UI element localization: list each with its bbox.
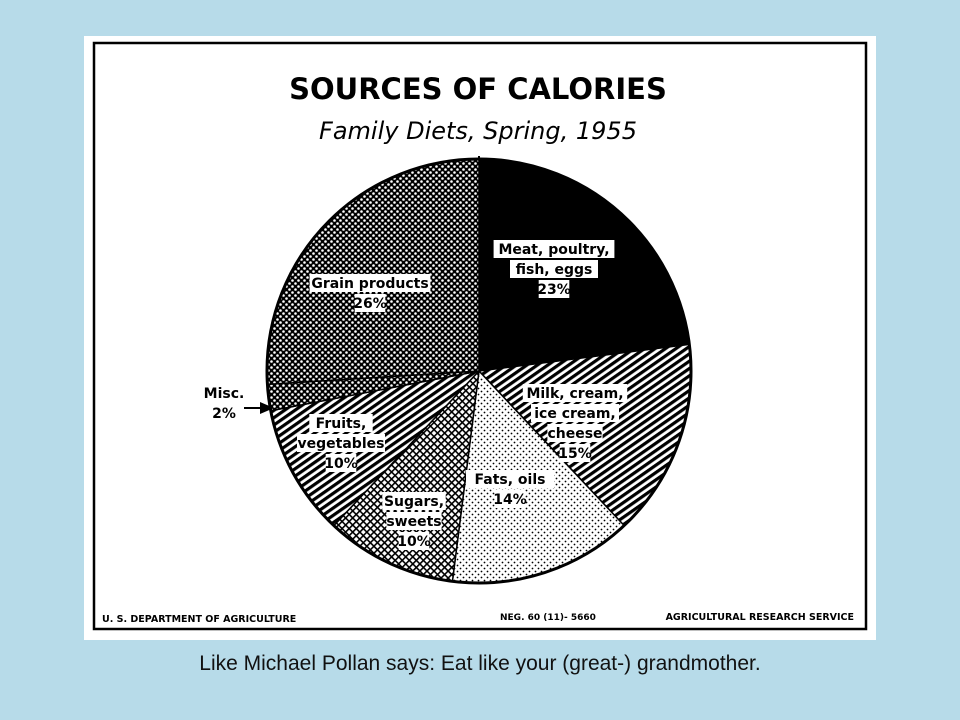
label-background	[493, 240, 615, 258]
slice-labels: Meat, poultry, fish, eggs 23% Milk, cream, i…	[204, 240, 628, 550]
chart-title: SOURCES OF CALORIES	[289, 72, 667, 106]
slice-category-label: Fats, oils	[475, 472, 546, 488]
pie-outline	[265, 157, 693, 585]
label-background	[538, 280, 570, 298]
slice-percent-label: 15%	[558, 446, 592, 462]
label-background	[325, 454, 357, 472]
slice-category-label: Milk, cream,	[526, 386, 623, 402]
label-background	[354, 294, 386, 312]
label-background	[297, 434, 385, 452]
chart-figure: SOURCES OF CALORIES Family Diets, Spring…	[84, 36, 876, 640]
chart-subtitle: Family Diets, Spring, 1955	[319, 117, 637, 145]
slice-percent-label: 2%	[212, 406, 236, 422]
label-background	[309, 274, 431, 292]
slice-category-label: sweets	[386, 514, 441, 530]
pie-chart: SOURCES OF CALORIES Family Diets, Spring…	[92, 41, 868, 631]
label-background	[398, 532, 430, 550]
footer-mid: NEG. 60 (11)- 5660	[500, 613, 596, 623]
slice-percent-label: 26%	[353, 296, 387, 312]
slice-label-2: Fats, oils 14%	[466, 470, 554, 508]
figure-border	[92, 41, 868, 631]
slice-category-label: Sugars,	[384, 494, 444, 510]
label-background	[547, 424, 603, 442]
label-background	[510, 260, 598, 278]
label-background	[309, 414, 373, 432]
slice-category-label: vegetables	[298, 436, 385, 452]
label-background	[559, 444, 591, 462]
slice-percent-label: 14%	[493, 492, 527, 508]
pie-slice-6	[266, 158, 480, 386]
slice-label-0: Meat, poultry, fish, eggs 23%	[493, 240, 615, 298]
label-background	[522, 384, 628, 402]
pie-slices	[265, 157, 693, 585]
slice-label-6: Grain products 26%	[309, 274, 431, 312]
slice-label-5: Misc. 2%	[204, 386, 245, 422]
footer-left: U. S. DEPARTMENT OF AGRICULTURE	[102, 614, 296, 625]
slice-category-label: fish, eggs	[516, 262, 593, 278]
slice-percent-label: 10%	[397, 534, 431, 550]
slice-category-label: Misc.	[204, 386, 245, 402]
slice-label-1: Milk, cream, ice cream, cheese 15%	[522, 384, 628, 462]
slice-percent-label: 23%	[537, 282, 571, 298]
label-background	[531, 404, 619, 422]
misc-arrow	[244, 402, 274, 414]
slide-caption: Like Michael Pollan says: Eat like your …	[199, 652, 761, 675]
slice-category-label: Fruits,	[316, 416, 367, 432]
slice-category-label: Grain products	[311, 276, 428, 292]
slice-percent-label: 10%	[324, 456, 358, 472]
slice-category-label: ice cream,	[534, 406, 616, 422]
label-background	[386, 512, 442, 530]
slice-category-label: Meat, poultry,	[498, 242, 609, 258]
label-background	[466, 470, 554, 488]
slice-category-label: cheese	[547, 426, 602, 442]
slice-label-4: Fruits, vegetables 10%	[297, 414, 385, 472]
label-background	[382, 492, 446, 510]
slice-label-3: Sugars, sweets 10%	[382, 492, 446, 550]
footer-right: AGRICULTURAL RESEARCH SERVICE	[666, 612, 854, 623]
label-background	[494, 490, 526, 508]
